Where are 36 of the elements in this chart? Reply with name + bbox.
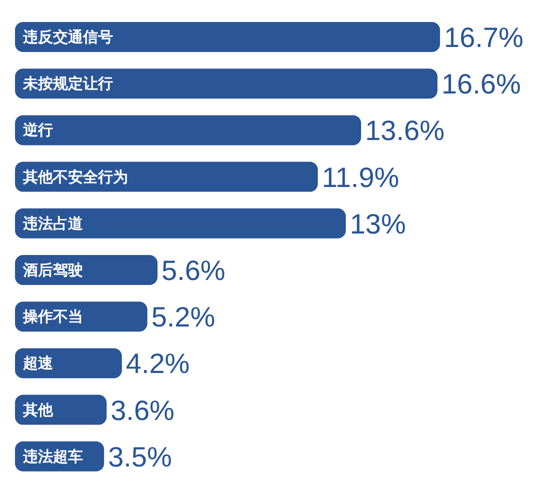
data-label: 5.2% <box>151 302 216 333</box>
y-tick-label: 超速 <box>22 354 54 372</box>
data-label: 16.6% <box>441 68 521 100</box>
y-tick-label: 其他不安全行为 <box>22 168 128 186</box>
bar <box>15 162 318 192</box>
data-label: 13% <box>350 208 406 240</box>
bar: 操作不当 5.2% <box>15 302 216 333</box>
bar <box>15 348 122 378</box>
y-tick-label: 违法占道 <box>22 214 84 232</box>
bar: 违反交通信号 16.7% <box>15 22 524 53</box>
y-tick-label: 未按规定让行 <box>22 74 113 93</box>
data-label: 3.5% <box>108 441 172 472</box>
bar: 其他 3.6% <box>15 394 174 426</box>
y-tick-label: 酒后驾驶 <box>22 261 83 279</box>
bar <box>15 208 346 238</box>
y-tick-label: 违反交通信号 <box>22 28 113 46</box>
bar: 未按规定让行 16.6% <box>15 68 521 100</box>
data-label: 13.6% <box>365 115 445 146</box>
bar <box>15 115 362 146</box>
data-label: 16.7% <box>444 22 524 53</box>
data-label: 5.6% <box>162 255 226 286</box>
data-label: 3.6% <box>110 394 174 426</box>
data-label: 11.9% <box>322 162 400 193</box>
y-tick-label: 其他 <box>22 400 54 419</box>
bar <box>15 22 440 52</box>
bar: 其他不安全行为 11.9% <box>15 162 400 193</box>
bar: 违法超车 3.5% <box>15 441 172 472</box>
data-label: 4.2% <box>126 348 190 380</box>
bar: 违法占道 13% <box>15 208 406 240</box>
y-tick-label: 逆行 <box>22 121 53 140</box>
y-tick-label: 操作不当 <box>22 308 83 326</box>
bar: 超速 4.2% <box>15 348 190 380</box>
bar: 酒后驾驶 5.6% <box>15 255 226 286</box>
bar: 逆行 13.6% <box>15 115 445 146</box>
y-tick-label: 违法超车 <box>22 447 83 466</box>
bar <box>15 68 438 99</box>
